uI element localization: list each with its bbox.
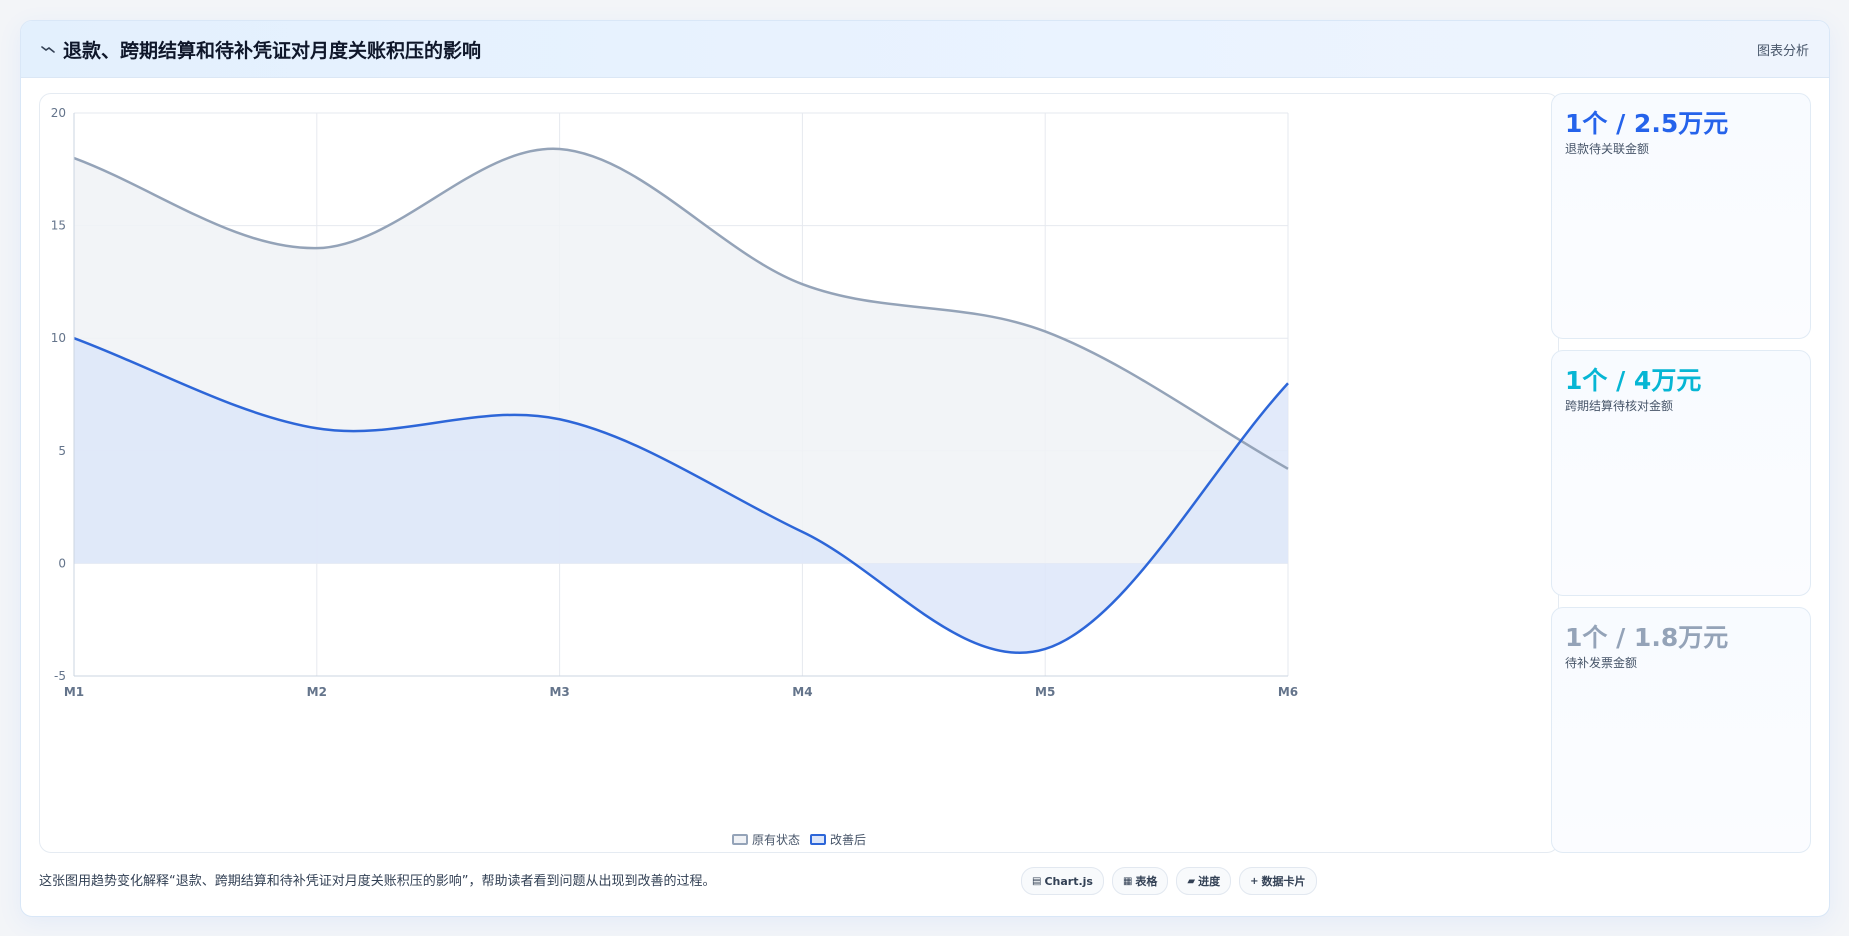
chart-icon: ▤	[1032, 875, 1042, 887]
stat-label-invoice: 待补发票金额	[1565, 656, 1638, 670]
chip-label: 表格	[1135, 875, 1158, 888]
chart-description: 这张图用趋势变化解释“退款、跨期结算和待补凭证对月度关账积压的影响”，帮助读者看…	[39, 874, 716, 889]
legend-label-original: 原有状态	[751, 833, 800, 847]
stat-value-cross-period: 1个 / 4万元	[1565, 366, 1702, 395]
x-tick-label: M6	[1278, 685, 1298, 699]
stat-card-refund: 1个 / 2.5万元 退款待关联金额	[1551, 93, 1811, 339]
chip-table[interactable]: ▦ 表格	[1111, 867, 1169, 895]
card-icon: +	[1250, 875, 1259, 887]
line-chart: -5 0 5 10 15 20 M1 M2 M3 M4 M5 M6	[51, 106, 1298, 699]
chart-card: 退款、跨期结算和待补凭证对月度关账积压的影响 图表分析 -5 0 5 10 15 20 M1…	[20, 20, 1830, 917]
legend-item-improved[interactable]: 改善后	[810, 831, 866, 848]
y-tick-label: 0	[58, 556, 66, 570]
series-line-0	[73, 147, 1289, 470]
y-tick-label: 10	[51, 331, 66, 345]
x-tick-label: M3	[549, 685, 569, 699]
y-tick-label: -5	[54, 669, 66, 683]
y-tick-label: 5	[58, 444, 66, 458]
x-tick-label: M5	[1035, 685, 1055, 699]
y-tick-label: 20	[51, 106, 66, 120]
series-area-1	[74, 338, 1288, 653]
legend-swatch-original	[731, 834, 748, 845]
stat-card-cross-period: 1个 / 4万元 跨期结算待核对金额	[1551, 350, 1811, 596]
y-tick-label: 15	[51, 219, 66, 233]
page-title: 退款、跨期结算和待补凭证对月度关账积压的影响	[63, 39, 482, 62]
chart-analysis-tag: 图表分析	[1756, 43, 1809, 59]
x-tick-label: M4	[792, 685, 812, 699]
chip-label: 进度	[1198, 875, 1221, 888]
legend-item-original[interactable]: 原有状态	[731, 831, 800, 848]
stat-label-refund: 退款待关联金额	[1565, 142, 1650, 156]
series-line-1	[73, 337, 1289, 654]
legend-label-improved: 改善后	[830, 833, 867, 847]
trend-line-icon	[39, 40, 57, 58]
stat-label-cross-period: 跨期结算待核对金额	[1565, 399, 1674, 413]
table-icon: ▦	[1122, 875, 1133, 887]
chip-chartjs[interactable]: ▤ Chart.js	[1021, 867, 1104, 895]
progress-icon: ▰	[1187, 875, 1196, 887]
x-tick-label: M1	[64, 685, 84, 699]
stat-value-refund: 1个 / 2.5万元	[1565, 109, 1729, 138]
chart-panel: -5 0 5 10 15 20 M1 M2 M3 M4 M5 M6 原有状态 改善后	[39, 93, 1559, 853]
x-tick-label: M2	[307, 685, 327, 699]
stat-value-invoice: 1个 / 1.8万元	[1565, 623, 1729, 652]
chip-data-card[interactable]: + 数据卡片	[1239, 867, 1317, 895]
chart-legend: 原有状态 改善后	[40, 831, 1558, 848]
chip-label: 数据卡片	[1261, 875, 1306, 888]
card-header: 退款、跨期结算和待补凭证对月度关账积压的影响 图表分析	[21, 21, 1829, 78]
chip-progress[interactable]: ▰ 进度	[1176, 867, 1232, 895]
footer-chips: ▤ Chart.js ▦ 表格 ▰ 进度 + 数据卡片	[1021, 867, 1317, 895]
chip-label: Chart.js	[1044, 874, 1093, 888]
stat-card-invoice: 1个 / 1.8万元 待补发票金额	[1551, 607, 1811, 853]
legend-swatch-improved	[810, 834, 826, 845]
